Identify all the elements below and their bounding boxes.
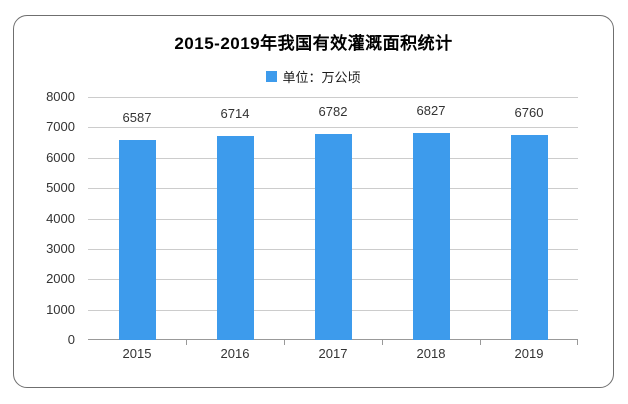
x-tick-label: 2015 <box>122 346 152 361</box>
chart-title: 2015-2019年我国有效灌溉面积统计 <box>174 34 453 53</box>
y-tick-label: 5000 <box>46 180 75 196</box>
plot-area: 0 1000 2000 3000 4000 5000 6000 7000 8000 6587 201… <box>46 90 578 361</box>
x-tick-label: 2016 <box>220 346 250 361</box>
x-axis-tick <box>284 340 285 345</box>
bar-2017 <box>314 134 352 340</box>
legend-swatch <box>266 71 278 82</box>
y-tick-label: 0 <box>67 332 75 347</box>
y-tick-label: 8000 <box>46 89 75 104</box>
bar-2016 <box>216 136 254 340</box>
y-tick-label: 1000 <box>46 301 75 317</box>
x-tick-label: 2018 <box>416 346 446 361</box>
x-axis-tick <box>480 340 481 345</box>
y-tick-label: 4000 <box>46 210 75 226</box>
bar-value-label: 6587 <box>122 109 152 125</box>
y-tick-label: 7000 <box>46 119 75 135</box>
y-tick-label: 2000 <box>46 271 75 287</box>
x-tick-label: 2019 <box>514 346 544 361</box>
gridline <box>88 97 578 98</box>
x-tick-label: 2017 <box>318 346 348 361</box>
bar-2019 <box>510 134 548 340</box>
bar-value-label: 6714 <box>220 106 250 122</box>
x-axis-tick <box>382 340 383 345</box>
bar-2018 <box>412 132 450 340</box>
bar-value-label: 6760 <box>514 104 544 120</box>
legend: 单位：万公顷 <box>14 67 613 86</box>
x-axis-tick <box>577 340 578 345</box>
gridline <box>88 127 578 129</box>
chart-card: 2015-2019年我国有效灌溉面积统计 单位：万公顷 0 1000 2000 300… <box>13 15 614 388</box>
x-axis-tick <box>186 340 187 345</box>
legend-label: 单位：万公顷 <box>282 70 361 85</box>
bar-value-label: 6827 <box>416 102 446 118</box>
y-tick-label: 3000 <box>46 240 75 256</box>
bar-2015 <box>118 139 156 340</box>
y-tick-label: 6000 <box>46 149 75 165</box>
bar-value-label: 6782 <box>318 104 348 119</box>
